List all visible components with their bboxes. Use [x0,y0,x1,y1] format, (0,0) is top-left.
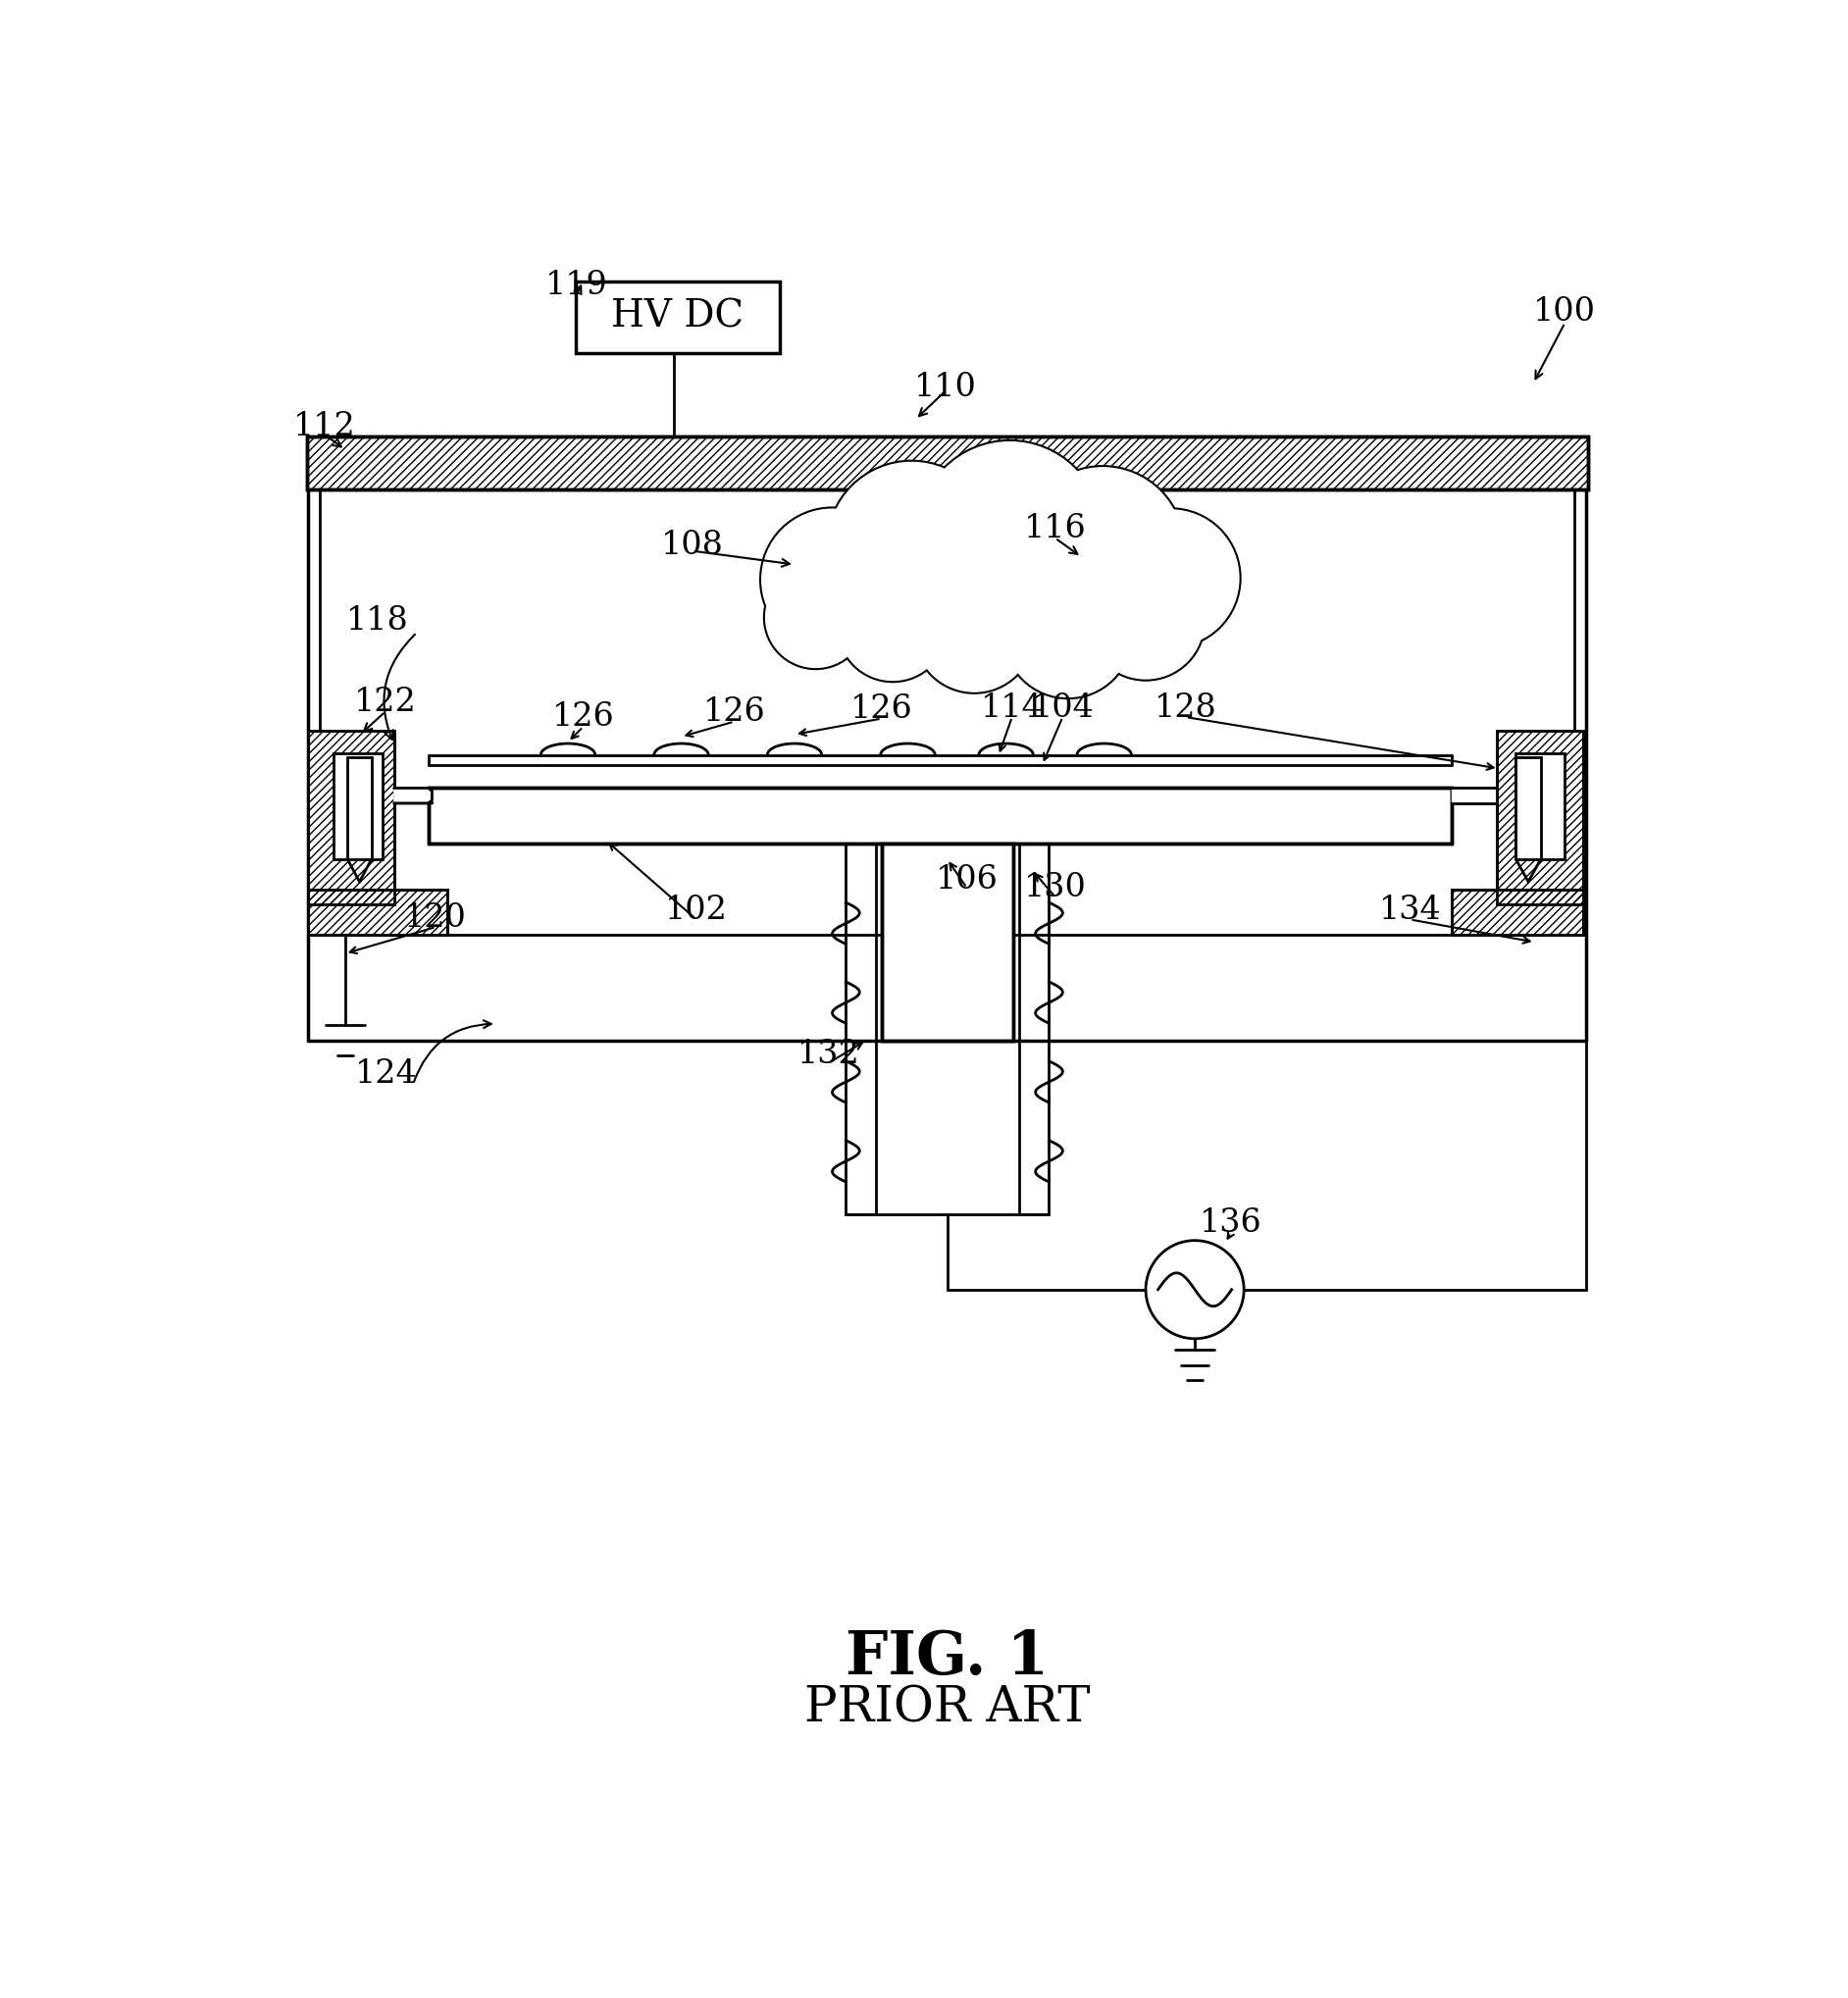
Circle shape [918,442,1101,625]
Bar [575,282,780,354]
Circle shape [828,462,996,629]
Text: 104: 104 [1031,693,1094,723]
Text: PRIOR ART: PRIOR ART [804,1684,1090,1732]
Bar [309,889,447,935]
Text: 102: 102 [665,895,728,927]
Text: 132: 132 [796,1039,859,1069]
Circle shape [915,573,1033,691]
Circle shape [1103,509,1238,645]
Text: 108: 108 [662,529,724,561]
Bar [846,1065,1048,1105]
Bar [307,436,1587,490]
Circle shape [761,507,904,651]
Text: 110: 110 [915,372,978,404]
Circle shape [1022,466,1185,629]
Bar [846,1145,1048,1183]
Bar [309,731,394,905]
Text: 114: 114 [981,693,1044,723]
Text: 119: 119 [545,270,608,302]
Circle shape [828,462,994,629]
Bar [846,987,1048,1025]
Circle shape [915,571,1035,693]
Text: 136: 136 [1199,1207,1262,1239]
Bar [881,843,1013,1041]
Circle shape [1022,468,1183,627]
Bar [1497,731,1584,905]
Circle shape [1146,1241,1244,1339]
Text: 126: 126 [553,701,614,733]
Circle shape [1101,509,1240,647]
Circle shape [837,571,948,681]
Bar [1453,889,1584,935]
Polygon shape [394,787,432,803]
Bar [309,731,394,905]
Circle shape [1005,571,1131,697]
Text: 112: 112 [294,412,357,444]
Text: 126: 126 [850,693,913,725]
Circle shape [1088,563,1203,679]
Bar [1453,889,1584,935]
Text: 118: 118 [346,605,408,637]
Circle shape [839,573,946,679]
Text: 126: 126 [702,695,765,727]
Bar [1515,753,1565,859]
Text: HV DC: HV DC [612,300,743,336]
Circle shape [918,442,1101,623]
Bar [429,787,1453,843]
Bar [846,907,1048,945]
Text: 130: 130 [1024,871,1087,903]
Polygon shape [1453,787,1497,803]
Circle shape [765,567,865,667]
Text: FIG. 1: FIG. 1 [846,1628,1048,1688]
Text: 100: 100 [1534,296,1597,328]
Text: 128: 128 [1155,693,1218,723]
Circle shape [1003,569,1133,697]
Text: 122: 122 [355,685,416,717]
Text: 116: 116 [1024,513,1087,543]
Circle shape [1087,561,1205,679]
Text: 120: 120 [405,903,468,933]
Circle shape [761,509,902,649]
Bar [307,436,1587,490]
Text: 106: 106 [935,865,998,895]
Bar [1497,731,1584,905]
Text: 134: 134 [1379,895,1441,927]
Circle shape [765,565,867,669]
Bar [309,889,447,935]
Bar [334,753,383,859]
Text: 124: 124 [355,1059,418,1091]
